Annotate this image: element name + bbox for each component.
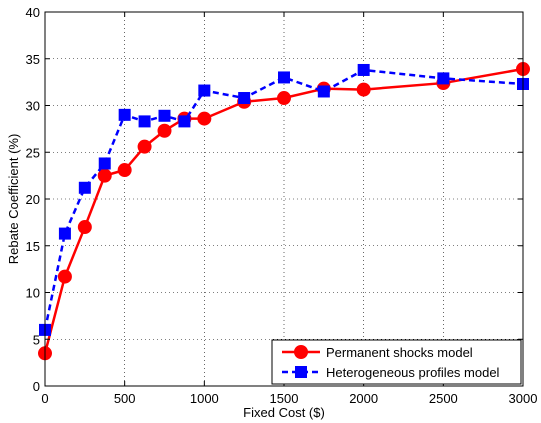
legend-entries: Permanent shocks model Heterogeneous prof… [282, 345, 500, 380]
data-point [437, 72, 450, 85]
legend-marker [294, 345, 308, 359]
y-tick-label: 0 [33, 379, 40, 394]
y-tick-label: 30 [26, 99, 40, 114]
data-point [57, 269, 72, 284]
y-tick-label: 25 [26, 145, 40, 160]
data-point [157, 123, 172, 138]
x-tick-label: 1500 [270, 391, 299, 406]
data-point [178, 115, 191, 128]
data-point [98, 157, 111, 170]
legend-box [271, 339, 522, 385]
y-tick-label: 40 [26, 5, 40, 20]
data-point [118, 108, 131, 121]
y-tick-label: 10 [26, 286, 40, 301]
data-point [317, 85, 330, 98]
legend-label: Permanent shocks model [326, 345, 473, 360]
x-axis-title: Fixed Cost ($) [243, 405, 325, 420]
data-point [58, 227, 71, 240]
data-point [138, 115, 151, 128]
x-tick-label: 500 [114, 391, 136, 406]
data-point [117, 163, 132, 178]
data-point [97, 168, 112, 183]
x-tick-label: 2000 [349, 391, 378, 406]
data-point [278, 71, 290, 84]
x-tick-label: 1000 [190, 391, 219, 406]
x-tick-label: 2500 [429, 391, 458, 406]
data-point [357, 63, 370, 76]
legend: Permanent shocks model Heterogeneous prof… [271, 339, 522, 385]
y-tick-label: 15 [26, 239, 40, 254]
data-point [137, 139, 152, 154]
y-tick-label: 5 [33, 332, 40, 347]
y-tick-label: 20 [26, 192, 40, 207]
grid [44, 11, 524, 387]
data-point [158, 109, 171, 122]
legend-label: Heterogeneous profiles model [326, 365, 500, 380]
series-layer [38, 62, 530, 361]
x-tick-label: 3000 [509, 391, 538, 406]
y-axis-title: Rebate Coefficient (%) [6, 134, 21, 265]
data-point [356, 82, 371, 97]
data-point [78, 181, 91, 194]
data-point [77, 220, 92, 235]
data-point [197, 111, 212, 126]
legend-entry: Permanent shocks model [282, 345, 473, 360]
series-2 [39, 63, 529, 336]
series-1 [38, 62, 530, 361]
series-line [43, 67, 524, 354]
axis-ticks: 0 500 1000 1500 2000 2500 3000 0 5 10 15 20 25 30 35 40 [26, 5, 538, 406]
y-tick-label: 35 [26, 52, 40, 67]
legend-entry: Heterogeneous profiles model [282, 365, 500, 380]
x-tick-label: 0 [41, 391, 48, 406]
data-point [277, 91, 291, 106]
legend-marker [295, 366, 307, 378]
data-point [198, 84, 211, 97]
data-point [238, 92, 251, 105]
